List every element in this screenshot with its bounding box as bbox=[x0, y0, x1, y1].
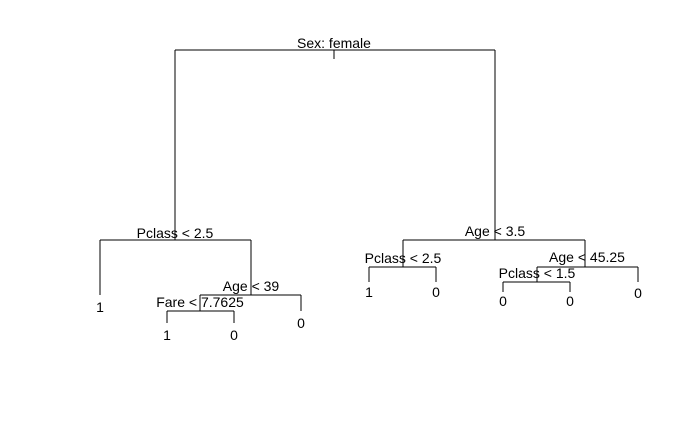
split-label-root: Sex: female bbox=[297, 35, 371, 51]
split-labels: Sex: female Pclass < 2.5 Age < 39 Fare <… bbox=[137, 35, 625, 310]
leaf-label: 1 bbox=[365, 284, 373, 300]
split-label-age-39: Age < 39 bbox=[223, 278, 280, 294]
leaf-label: 0 bbox=[499, 293, 507, 309]
leaf-label: 0 bbox=[230, 327, 238, 343]
split-label-fare: Fare < 7.7625 bbox=[156, 294, 244, 310]
leaf-label: 0 bbox=[432, 284, 440, 300]
split-label-age-3-5: Age < 3.5 bbox=[465, 223, 526, 239]
split-label-pclass-left: Pclass < 2.5 bbox=[137, 225, 214, 241]
leaf-label: 1 bbox=[163, 327, 171, 343]
leaf-label: 1 bbox=[96, 299, 104, 315]
leaf-labels: 1 1 0 0 1 0 0 0 0 bbox=[96, 284, 642, 343]
leaf-label: 0 bbox=[634, 285, 642, 301]
leaf-label: 0 bbox=[297, 315, 305, 331]
leaf-label: 0 bbox=[566, 293, 574, 309]
split-label-age-45: Age < 45.25 bbox=[549, 249, 625, 265]
split-label-pclass-1-5: Pclass < 1.5 bbox=[499, 265, 576, 281]
split-label-pclass-right: Pclass < 2.5 bbox=[365, 250, 442, 266]
tree-branches bbox=[99, 49, 639, 323]
